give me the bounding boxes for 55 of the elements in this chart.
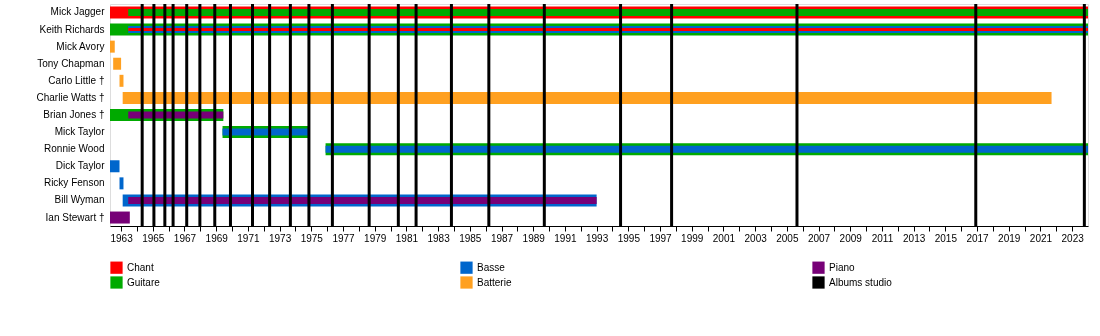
x-tick-label: 2011 xyxy=(871,232,894,244)
bar xyxy=(110,211,130,224)
x-tick-label: 2009 xyxy=(839,232,863,244)
x-tick-label: 1965 xyxy=(142,232,165,244)
x-tick-label: 1983 xyxy=(427,232,451,244)
x-tick-label: 1987 xyxy=(490,232,514,244)
x-tick-label: 1969 xyxy=(205,232,229,244)
x-tick-label: 1977 xyxy=(332,232,356,244)
x-tick-label: 2001 xyxy=(712,232,736,244)
bar xyxy=(113,57,122,70)
legend-label: Albums studio xyxy=(829,276,893,288)
x-tick-label: 1993 xyxy=(586,232,609,244)
x-tick-label: 1981 xyxy=(395,232,419,244)
y-tick-label: Ricky Fenson xyxy=(43,177,105,189)
x-tick-label: 2021 xyxy=(1029,232,1053,244)
x-tick-label: 1985 xyxy=(459,232,482,244)
x-tick-label: 2005 xyxy=(776,232,799,244)
x-tick-label: 1979 xyxy=(364,232,387,244)
legend-label: Batterie xyxy=(477,276,512,288)
legend-label: Basse xyxy=(477,261,506,273)
legend-label: Guitare xyxy=(127,276,161,288)
bar xyxy=(110,40,115,53)
x-tick-label: 2019 xyxy=(998,232,1021,244)
bar xyxy=(122,91,1052,104)
y-tick-label: Tony Chapman xyxy=(37,57,105,69)
x-tick-label: 1995 xyxy=(617,232,641,244)
x-tick-label: 2015 xyxy=(934,232,958,244)
x-tick-label: 1999 xyxy=(681,232,704,244)
y-tick-label: Mick Jagger xyxy=(50,6,106,18)
x-tick-label: 1989 xyxy=(522,232,546,244)
bar xyxy=(110,160,120,173)
x-tick-label: 2003 xyxy=(744,232,768,244)
y-tick-label: Ian Stewart † xyxy=(45,211,105,223)
legend-label: Piano xyxy=(829,261,856,273)
y-tick-label: Mick Avory xyxy=(56,40,105,52)
x-tick-label: 1991 xyxy=(554,232,577,244)
y-tick-label: Carlo Little † xyxy=(48,74,105,86)
legend-label: Chant xyxy=(127,261,154,273)
x-tick-label: 1967 xyxy=(173,232,197,244)
x-tick-label: 1973 xyxy=(268,232,292,244)
x-tick-label: 2007 xyxy=(807,232,831,244)
x-tick-label: 2023 xyxy=(1061,232,1085,244)
y-tick-label: Ronnie Wood xyxy=(44,143,105,155)
x-tick-label: 1975 xyxy=(300,232,324,244)
y-tick-label: Mick Taylor xyxy=(54,126,106,138)
x-tick-label: 1963 xyxy=(110,232,134,244)
y-tick-label: Brian Jones † xyxy=(43,109,105,120)
x-tick-label: 2017 xyxy=(966,232,990,244)
y-tick-label: Charlie Watts † xyxy=(36,91,105,103)
x-tick-label: 1997 xyxy=(649,232,673,244)
y-tick-label: Dick Taylor xyxy=(55,160,106,172)
x-tick-label: 1971 xyxy=(237,232,260,244)
y-tick-label: Bill Wyman xyxy=(54,194,105,206)
x-tick-label: 2013 xyxy=(903,232,926,244)
y-tick-label: Keith Richards xyxy=(39,23,105,35)
